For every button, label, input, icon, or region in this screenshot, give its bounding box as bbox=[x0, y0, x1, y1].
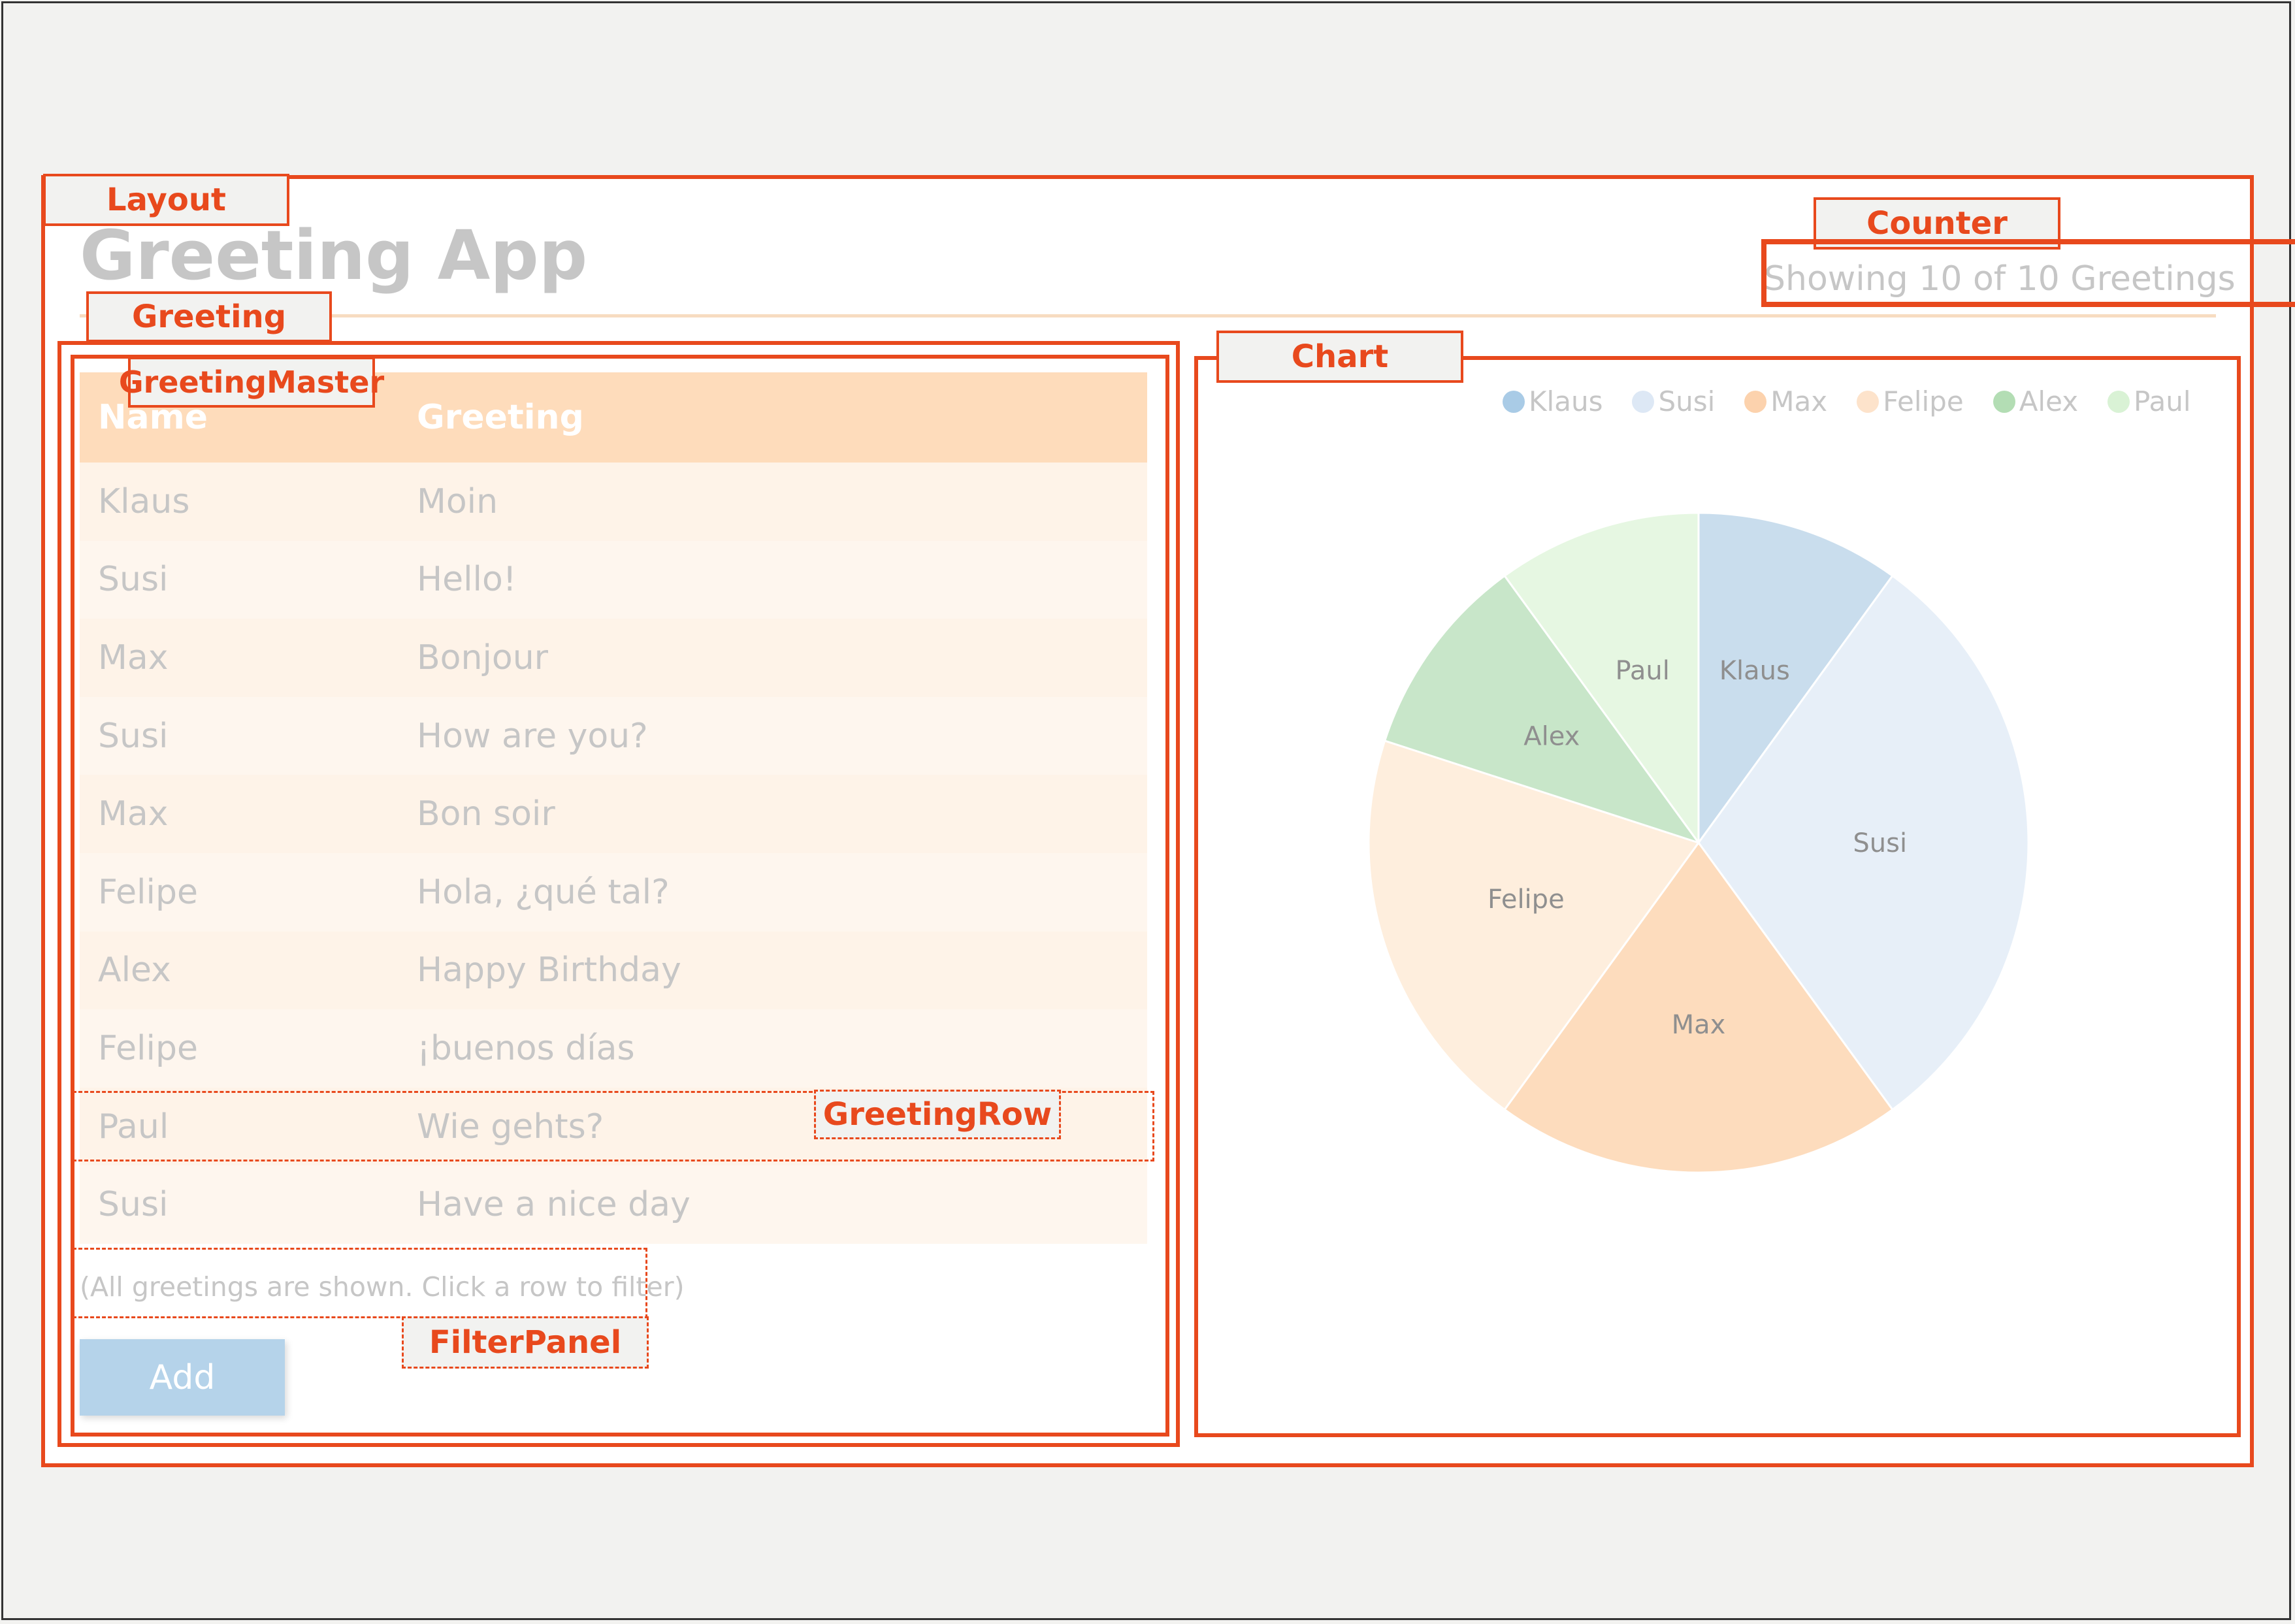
row-name: Max bbox=[98, 794, 169, 834]
table-row[interactable]: Felipe Hola, ¿qué tal? bbox=[80, 853, 1147, 932]
pie-slice-label: Alex bbox=[1523, 722, 1580, 752]
row-name: Felipe bbox=[98, 872, 198, 912]
pie-slice-label: Max bbox=[1672, 1010, 1726, 1040]
row-name: Max bbox=[98, 638, 169, 677]
row-name: Susi bbox=[98, 1185, 169, 1225]
legend-label: Klaus bbox=[1529, 385, 1603, 417]
filter-hint: (All greetings are shown. Click a row to… bbox=[80, 1271, 685, 1303]
row-greeting: Hola, ¿qué tal? bbox=[417, 872, 670, 912]
table-row[interactable]: Felipe ¡buenos días bbox=[80, 1009, 1147, 1088]
legend-label: Paul bbox=[2134, 385, 2191, 417]
row-name: Paul bbox=[98, 1107, 169, 1146]
legend-swatch bbox=[1503, 390, 1525, 413]
row-name: Alex bbox=[98, 950, 171, 990]
row-greeting: Have a nice day bbox=[417, 1185, 691, 1225]
row-name: Felipe bbox=[98, 1028, 198, 1068]
add-button[interactable]: Add bbox=[80, 1339, 285, 1416]
table-row[interactable]: Susi How are you? bbox=[80, 696, 1147, 775]
layout-annotation-tag: Layout bbox=[43, 174, 289, 226]
pie-slice-label: Klaus bbox=[1719, 656, 1790, 686]
legend-swatch bbox=[1744, 390, 1767, 413]
legend-label: Felipe bbox=[1883, 385, 1964, 417]
row-greeting: Moin bbox=[417, 481, 498, 521]
column-header-greeting: Greeting bbox=[417, 398, 584, 437]
row-greeting: Hello! bbox=[417, 560, 517, 600]
greeting-row-box bbox=[73, 1091, 1154, 1161]
greeting-annotation-tag: Greeting bbox=[86, 291, 332, 342]
filter-panel-annotation-tag: FilterPanel bbox=[402, 1316, 649, 1369]
legend-swatch bbox=[1993, 390, 2015, 413]
legend-item[interactable]: Klaus bbox=[1503, 385, 1603, 417]
legend-label: Max bbox=[1770, 385, 1828, 417]
filter-panel-box bbox=[73, 1248, 647, 1318]
pie-slice-alex[interactable] bbox=[1383, 574, 1701, 845]
pie-slice-felipe[interactable] bbox=[1367, 739, 1701, 1111]
row-name: Susi bbox=[98, 560, 169, 600]
row-name: Susi bbox=[98, 716, 169, 756]
legend-item[interactable]: Paul bbox=[2108, 385, 2191, 417]
greeting-master-annotation-tag: GreetingMaster bbox=[119, 357, 384, 408]
pie-slice-klaus[interactable] bbox=[1697, 512, 1894, 846]
pie-chart: Klaus Susi Max Felipe Alex Paul bbox=[1367, 512, 2030, 1174]
chart-annotation-tag: Chart bbox=[1216, 331, 1463, 383]
page-title: Greeting App bbox=[80, 216, 588, 295]
table-row[interactable]: Max Bon soir bbox=[80, 775, 1147, 853]
pie-slice-paul[interactable] bbox=[1503, 512, 1700, 846]
greeting-row-annotation-tag: GreetingRow bbox=[814, 1090, 1061, 1139]
pie-slice-label: Susi bbox=[1853, 828, 1907, 858]
table-row[interactable]: Susi Hello! bbox=[80, 540, 1147, 619]
pie-slice-label: Felipe bbox=[1488, 885, 1565, 915]
chart-box bbox=[1194, 356, 2241, 1437]
legend-item[interactable]: Max bbox=[1744, 385, 1827, 417]
header-divider bbox=[80, 314, 2216, 317]
counter-box bbox=[1761, 239, 2295, 307]
legend-swatch bbox=[1857, 390, 1880, 413]
greeting-master-box bbox=[71, 355, 1169, 1437]
legend-item[interactable]: Felipe bbox=[1857, 385, 1964, 417]
pie-slice-susi[interactable] bbox=[1697, 574, 2030, 1111]
row-greeting: Bonjour bbox=[417, 638, 549, 677]
legend-swatch bbox=[2108, 390, 2130, 413]
row-name: Klaus bbox=[98, 481, 190, 521]
row-greeting: Happy Birthday bbox=[417, 950, 681, 990]
row-greeting: ¡buenos días bbox=[417, 1028, 635, 1068]
row-greeting: How are you? bbox=[417, 716, 648, 756]
table-row[interactable]: Alex Happy Birthday bbox=[80, 931, 1147, 1010]
row-greeting: Bon soir bbox=[417, 794, 555, 834]
chart-legend: Klaus Susi Max Felipe Alex Paul bbox=[1503, 385, 2191, 417]
row-greeting: Wie gehts? bbox=[417, 1107, 604, 1146]
table-row[interactable]: Klaus Moin bbox=[80, 463, 1147, 541]
legend-swatch bbox=[1632, 390, 1655, 413]
table-row[interactable]: Susi Have a nice day bbox=[80, 1165, 1147, 1244]
pie-slice-max[interactable] bbox=[1503, 841, 1894, 1174]
greeting-component-box bbox=[57, 341, 1180, 1447]
legend-label: Susi bbox=[1658, 385, 1716, 417]
table-row[interactable]: Max Bonjour bbox=[80, 619, 1147, 697]
legend-item[interactable]: Susi bbox=[1632, 385, 1715, 417]
legend-item[interactable]: Alex bbox=[1993, 385, 2078, 417]
pie-slice-label: Paul bbox=[1616, 656, 1670, 686]
legend-label: Alex bbox=[2019, 385, 2079, 417]
greeting-counter: Showing 10 of 10 Greetings bbox=[1764, 259, 2236, 299]
